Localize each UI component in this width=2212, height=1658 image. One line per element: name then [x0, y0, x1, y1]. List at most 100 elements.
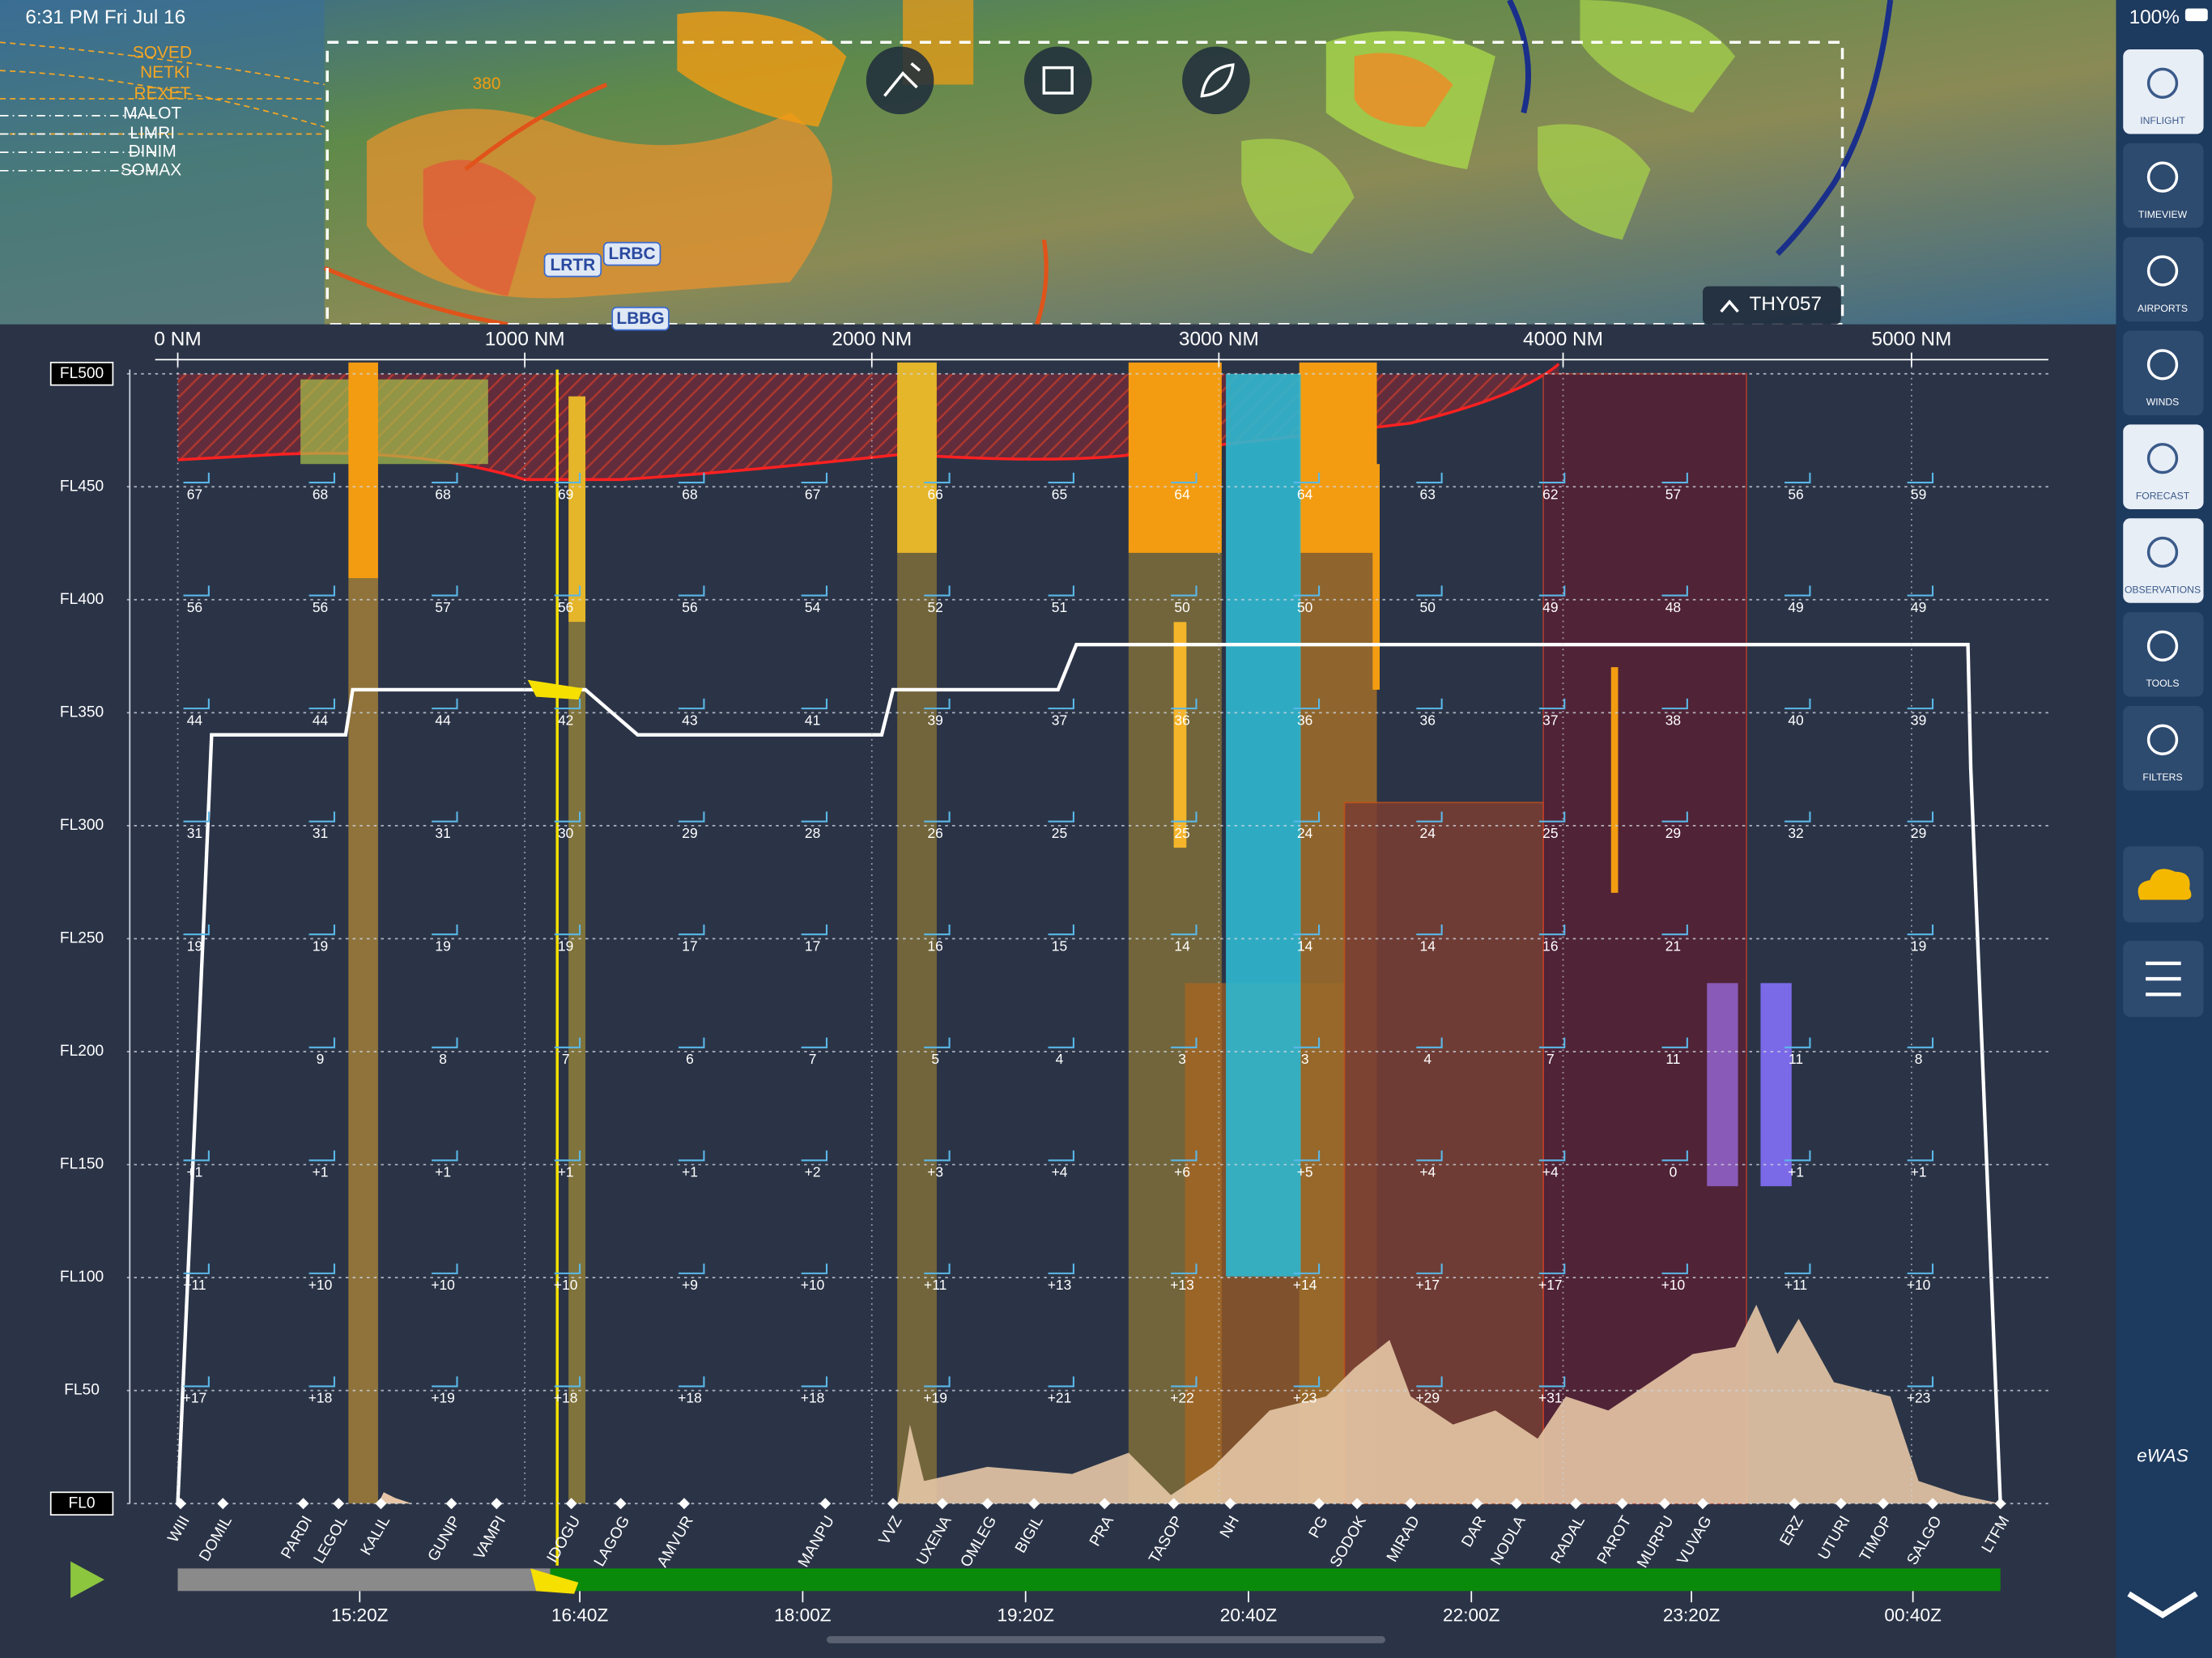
timeline[interactable]	[70, 1561, 2001, 1643]
leaf-button[interactable]	[1182, 46, 1250, 115]
temperature-value: +11	[183, 1277, 206, 1293]
map-waypoint-label: DINIM	[129, 142, 177, 161]
temperature-value: +5	[1297, 1164, 1313, 1180]
sidebar-button[interactable]: OBSERVATIONS	[2123, 518, 2204, 603]
wind-barb	[1907, 1037, 1934, 1048]
temperature-value: 19	[558, 938, 573, 954]
temperature-value: 26	[927, 825, 942, 841]
wind-barb	[554, 1037, 581, 1048]
wind-barb	[308, 1037, 335, 1048]
collapse-button[interactable]	[2127, 1591, 2198, 1618]
sidebar-button[interactable]: FORECAST	[2123, 424, 2204, 509]
time-tick-label: 16:40Z	[551, 1605, 609, 1626]
sidebar-button-bg	[2123, 236, 2204, 322]
sidebar-button[interactable]: WINDS	[2123, 330, 2204, 416]
sidebar-icon	[2146, 349, 2179, 380]
temperature-value: 67	[187, 486, 202, 502]
wind-barb	[924, 811, 951, 823]
route-button[interactable]	[866, 46, 934, 115]
wind-barb	[432, 1150, 458, 1162]
temperature-value: 31	[187, 825, 202, 841]
wind-barb	[924, 1263, 951, 1274]
wind-barb	[1416, 1263, 1443, 1274]
wind-barb	[432, 925, 458, 936]
wind-barb	[1293, 585, 1321, 597]
wind-barb	[678, 1150, 705, 1162]
sidebar-button-bg	[2123, 705, 2204, 791]
sidebar-button[interactable]: TOOLS	[2123, 612, 2204, 697]
wind-barb	[183, 925, 210, 936]
wind-barb	[1907, 585, 1934, 597]
waypoint-marker	[1168, 1498, 1180, 1510]
level-label: FL450	[60, 478, 104, 495]
ewas-logo: eWAS	[2137, 1446, 2189, 1466]
airport-tag[interactable]: LRBC	[602, 241, 661, 266]
temperature-value: 17	[682, 938, 697, 954]
waypoint-marker	[565, 1498, 577, 1510]
map-waypoint-label: REXET	[134, 84, 191, 103]
temperature-value: 68	[435, 486, 450, 502]
temperature-value: +19	[923, 1390, 947, 1406]
level-label: FL300	[60, 817, 104, 834]
sidebar-button-bg	[2123, 518, 2204, 603]
waypoint-marker	[217, 1498, 229, 1510]
sidebar-button-bg	[2123, 49, 2204, 134]
temperature-value: 19	[1911, 938, 1926, 954]
temperature-value: 19	[187, 938, 202, 954]
wind-barb	[1048, 811, 1074, 823]
temperature-value: 8	[1915, 1051, 1923, 1067]
temperature-value: 31	[313, 825, 328, 841]
temperature-value: 54	[805, 599, 821, 615]
wind-barb	[1538, 585, 1566, 597]
sidebar-button[interactable]: FILTERS	[2123, 705, 2204, 791]
temperature-value: 16	[1542, 938, 1558, 954]
sidebar-button[interactable]: AIRPORTS	[2123, 236, 2204, 322]
wind-barb	[183, 811, 210, 823]
map[interactable]	[0, 0, 2116, 327]
temperature-value: +31	[1538, 1390, 1563, 1406]
temperature-value: 7	[1546, 1051, 1555, 1067]
sidebar-icon	[2146, 536, 2179, 568]
terrain	[897, 1304, 2001, 1504]
temperature-value: 43	[682, 712, 697, 728]
temperature-value: 7	[809, 1051, 817, 1067]
temperature-value: 24	[1297, 825, 1313, 841]
airport-tag[interactable]: LBBG	[611, 306, 670, 331]
wind-barb	[432, 698, 458, 710]
temperature-value: +22	[1170, 1390, 1194, 1406]
temperature-value: 30	[558, 825, 573, 841]
sidebar-button[interactable]: TIMEVIEW	[2123, 142, 2204, 228]
sidebar-button-bg	[2123, 142, 2204, 228]
temperature-value: 28	[805, 825, 820, 841]
time-tick-label: 19:20Z	[997, 1605, 1054, 1626]
airport-tag[interactable]: LRTR	[543, 253, 602, 278]
sidebar-button[interactable]: INFLIGHT	[2123, 49, 2204, 134]
temperature-value: +17	[183, 1390, 207, 1406]
temperature-value: 56	[558, 599, 573, 615]
flight-label[interactable]: THY057	[1750, 293, 1822, 315]
temperature-value: 25	[1542, 825, 1558, 841]
wind-barb	[308, 472, 335, 484]
airport-button[interactable]	[1023, 46, 1092, 115]
wind-barb	[1048, 1150, 1074, 1162]
wind-barb	[1171, 585, 1197, 597]
temperature-value: +14	[1293, 1277, 1317, 1293]
airport-code: LRBC	[609, 244, 656, 263]
temperature-value: 36	[1420, 712, 1436, 728]
temperature-value: 14	[1174, 938, 1190, 954]
wind-barb	[801, 585, 828, 597]
temperature-value: +18	[554, 1390, 578, 1406]
wind-barb	[432, 1376, 458, 1388]
wind-barb	[1048, 585, 1074, 597]
flight-tab[interactable]	[1703, 286, 1841, 325]
sidebar-button-bg	[2123, 424, 2204, 509]
wind-barb	[308, 1376, 335, 1388]
play-button[interactable]	[70, 1561, 104, 1598]
wind-barb	[1907, 1263, 1934, 1274]
temperature-value: 48	[1665, 599, 1681, 615]
wind-barb	[1661, 472, 1688, 484]
temperature-value: 37	[1052, 712, 1067, 728]
temperature-value: +4	[1052, 1164, 1068, 1180]
wind-barb	[1416, 472, 1443, 484]
wind-barb	[1784, 698, 1811, 710]
